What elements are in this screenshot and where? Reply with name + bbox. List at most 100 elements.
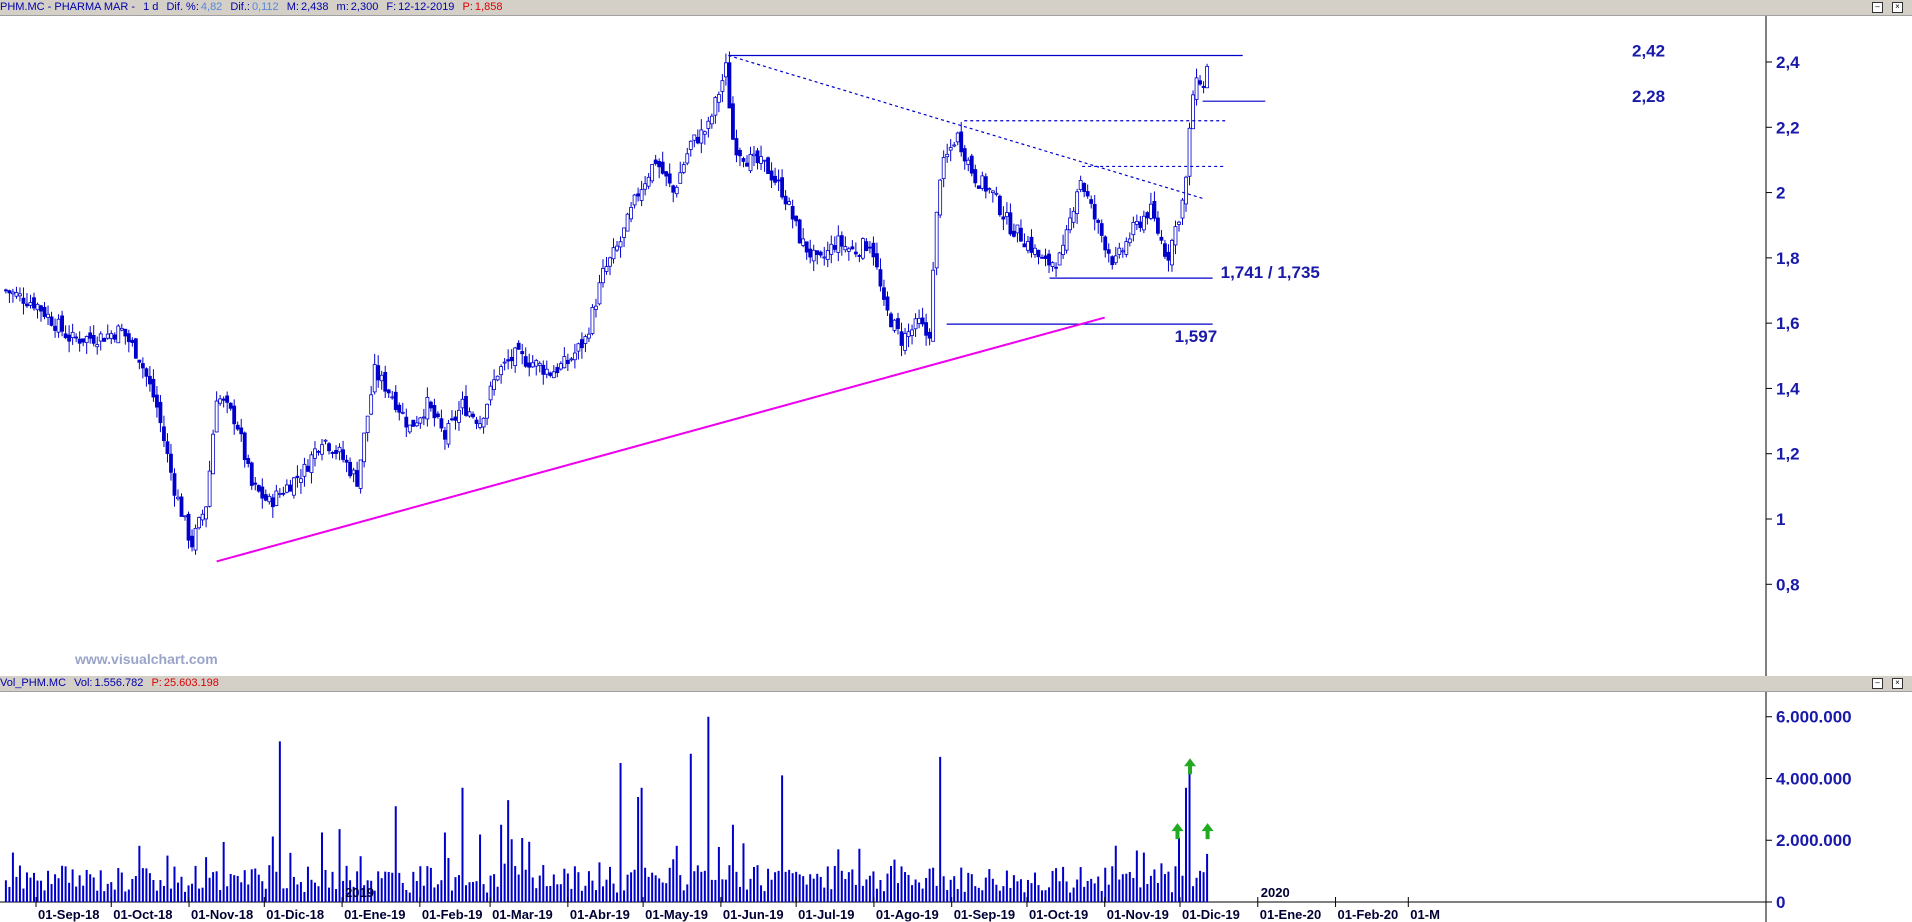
- price-candle: [713, 95, 718, 124]
- price-candle: [899, 322, 904, 357]
- price-candle: [1092, 195, 1097, 231]
- price-candle: [762, 159, 767, 172]
- candle-body: [140, 363, 145, 369]
- candle-body: [720, 80, 725, 92]
- candle-body: [126, 333, 131, 343]
- price-candle: [674, 185, 679, 198]
- candle-body: [688, 140, 693, 150]
- symbol-label: PHM.MC - PHARMA MAR -: [0, 1, 136, 13]
- price-candle: [474, 416, 479, 430]
- candle-body: [741, 158, 746, 162]
- price-candle: [464, 385, 468, 417]
- candle-body: [875, 253, 879, 268]
- candle-body: [646, 176, 651, 187]
- price-candle: [320, 438, 324, 461]
- vol-p-value: 25.603.198: [163, 677, 219, 689]
- close-icon[interactable]: ×: [1892, 678, 1903, 689]
- price-candle: [481, 417, 486, 434]
- candle-body: [643, 183, 648, 190]
- price-y-tick-label: 1,8: [1776, 249, 1800, 268]
- candle-body: [636, 193, 641, 197]
- candle-body: [724, 62, 728, 78]
- candle-body: [1124, 241, 1129, 255]
- candle-body: [421, 416, 426, 419]
- candle-body: [1166, 251, 1171, 261]
- price-candle: [25, 293, 29, 308]
- minimize-icon[interactable]: –: [1872, 678, 1883, 689]
- candle-body: [1131, 222, 1136, 236]
- price-candle: [506, 349, 511, 370]
- candle-body: [716, 94, 721, 103]
- price-candle: [309, 451, 314, 484]
- price-candle: [91, 325, 96, 347]
- up-arrow-icon: [1184, 758, 1197, 775]
- price-y-tick-label: 2,4: [1776, 53, 1800, 72]
- candle-body: [228, 402, 233, 409]
- price-candle: [913, 313, 918, 337]
- price-candle: [1103, 235, 1108, 258]
- candle-body: [84, 336, 89, 344]
- price-candle: [1096, 218, 1101, 234]
- candle-body: [499, 366, 504, 376]
- price-candle: [1131, 216, 1136, 242]
- price-candle: [720, 74, 725, 103]
- price-candle: [411, 419, 416, 427]
- candle-body: [95, 344, 100, 348]
- candle-body: [537, 363, 542, 366]
- candle-body: [509, 357, 514, 362]
- price-candle: [421, 408, 426, 426]
- price-candle: [1141, 210, 1146, 234]
- price-candle: [270, 493, 275, 518]
- price-candle: [204, 506, 208, 528]
- candle-body: [270, 497, 275, 508]
- close-icon[interactable]: ×: [1892, 2, 1903, 13]
- candle-body: [11, 291, 15, 295]
- candle-body: [678, 172, 683, 184]
- candle-body: [868, 246, 872, 249]
- price-candle: [811, 244, 816, 272]
- candle-body: [28, 302, 33, 306]
- candle-body: [260, 486, 265, 499]
- candle-body: [604, 266, 609, 272]
- price-candle: [741, 156, 746, 168]
- min-value: 2,300: [350, 1, 379, 13]
- candle-body: [790, 205, 795, 220]
- price-candle: [1198, 75, 1202, 86]
- price-candle: [428, 400, 433, 412]
- candle-body: [713, 97, 718, 116]
- candle-body: [618, 241, 623, 248]
- candle-body: [752, 153, 756, 157]
- candle-body: [355, 470, 360, 487]
- p-value: 1,858: [474, 1, 503, 13]
- candle-body: [745, 162, 749, 167]
- price-candle: [499, 364, 504, 384]
- candle-body: [218, 398, 223, 404]
- minimize-icon[interactable]: –: [1872, 2, 1883, 13]
- candle-body: [513, 347, 518, 366]
- candle-body: [597, 282, 602, 305]
- price-candle: [702, 130, 707, 145]
- price-candle: [63, 325, 68, 340]
- price-candle: [1050, 261, 1055, 272]
- price-candle: [527, 353, 532, 377]
- price-candle: [632, 193, 637, 209]
- candle-body: [151, 378, 156, 398]
- candle-body: [292, 477, 296, 496]
- date-tick-label: 01-Ene-19: [344, 907, 405, 922]
- candle-body: [632, 194, 637, 206]
- candle-body: [506, 359, 511, 362]
- price-candle: [745, 155, 749, 167]
- candle-body: [797, 219, 802, 244]
- price-candle: [116, 324, 121, 344]
- candle-body: [407, 424, 412, 433]
- price-candle: [77, 331, 82, 352]
- candle-body: [766, 157, 770, 174]
- candle-body: [67, 334, 72, 342]
- candle-body: [836, 235, 841, 253]
- candle-body: [42, 306, 47, 317]
- candle-body: [25, 303, 29, 307]
- price-candle: [502, 358, 507, 371]
- candle-body: [436, 413, 440, 418]
- price-candle: [151, 369, 156, 402]
- candle-body: [685, 153, 690, 164]
